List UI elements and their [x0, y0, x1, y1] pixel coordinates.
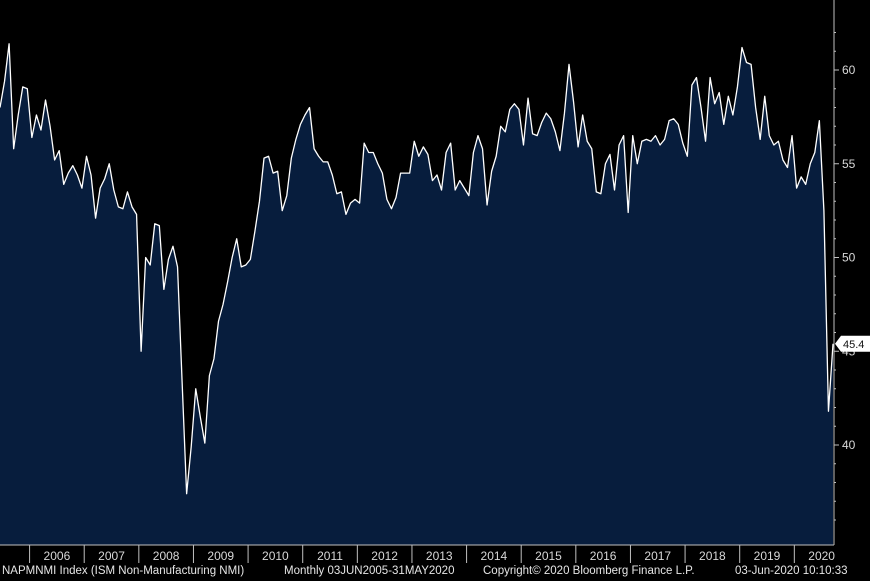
y-tick-label: 60 [842, 63, 856, 77]
x-tick-label-2013: 2013 [426, 549, 453, 563]
x-tick-label-2014: 2014 [481, 549, 508, 563]
last-value-tag [835, 335, 870, 352]
x-tick-label-2008: 2008 [153, 549, 180, 563]
x-axis: 2006 2007 2008 2009 2010 2011 2012 2013 2014 2015… [0, 544, 835, 563]
x-tick-label-2020: 2020 [808, 549, 835, 563]
last-value-label: 45.4 [843, 339, 864, 351]
y-tick-label: 50 [842, 251, 856, 265]
series-line [0, 43, 834, 495]
footer-timestamp: 03-Jun-2020 10:10:33 [735, 565, 848, 577]
x-tick-label-2006: 2006 [44, 549, 71, 563]
y-tick-label: 40 [842, 438, 856, 452]
x-tick-label-2010: 2010 [262, 549, 289, 563]
footer-copyright: Copyright© 2020 Bloomberg Finance L.P. [483, 565, 695, 577]
x-tick-label-2018: 2018 [699, 549, 726, 563]
x-tick-label-2007: 2007 [98, 549, 125, 563]
x-tick-label-2015: 2015 [535, 549, 562, 563]
footer-frequency: Monthly 03JUN2005-31MAY2020 [284, 565, 455, 577]
last-value-marker: 45.4 [835, 335, 870, 352]
x-tick-label-2017: 2017 [644, 549, 671, 563]
footer-ticker: NAPMNMI Index (ISM Non-Manufacturing NMI… [2, 565, 245, 577]
x-tick-label-2011: 2011 [317, 549, 343, 563]
x-tick-label-2009: 2009 [207, 549, 234, 563]
x-tick-label-2016: 2016 [590, 549, 617, 563]
y-tick-label: 55 [842, 157, 856, 171]
plot-area [0, 43, 834, 545]
x-tick-label-2012: 2012 [371, 549, 398, 563]
series-area-fill [0, 43, 834, 545]
chart-footer: NAPMNMI Index (ISM Non-Manufacturing NMI… [0, 564, 870, 581]
x-tick-label-2019: 2019 [754, 549, 781, 563]
